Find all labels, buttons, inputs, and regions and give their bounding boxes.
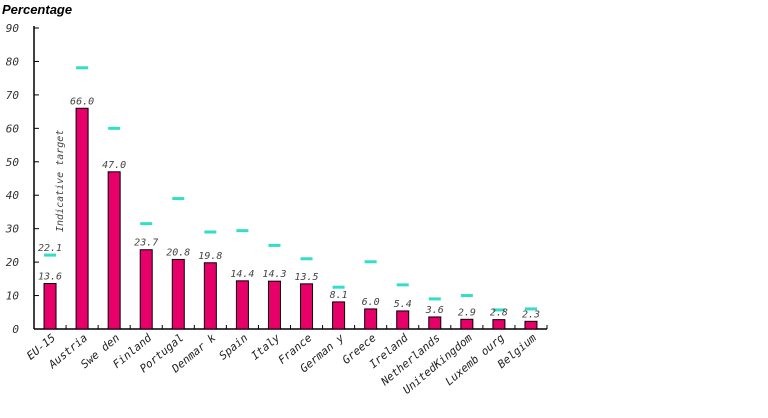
bar-netherlands xyxy=(428,316,442,330)
bar-greece xyxy=(364,308,378,330)
bar-sweden xyxy=(107,171,121,330)
value-label: 20.8 xyxy=(166,247,190,258)
bar-spain xyxy=(235,280,249,330)
value-label: 2.3 xyxy=(522,309,540,320)
target-value-label: 22.1 xyxy=(38,243,62,254)
bar-france xyxy=(300,283,314,330)
value-label: 2.9 xyxy=(458,307,476,318)
value-label: 5.4 xyxy=(394,299,412,310)
y-tick-label: 40 xyxy=(6,189,20,202)
value-label: 13.5 xyxy=(294,272,318,283)
x-tick-label: Spain xyxy=(217,331,251,362)
value-label: 3.6 xyxy=(425,305,444,316)
bar-unitedkingdom xyxy=(460,318,474,330)
value-label: 66.0 xyxy=(70,96,94,107)
bar-austria xyxy=(75,107,89,330)
value-label: 19.8 xyxy=(198,251,222,262)
bar-portugal xyxy=(171,258,185,330)
value-label: 6.0 xyxy=(362,297,380,308)
value-label: 8.1 xyxy=(330,290,348,301)
y-tick-label: 50 xyxy=(6,156,20,169)
value-label: 23.7 xyxy=(134,238,158,249)
y-tick-label: 60 xyxy=(6,122,20,135)
target-markers xyxy=(44,66,537,312)
bars xyxy=(43,107,538,330)
y-tick-label: 20 xyxy=(6,256,20,269)
y-tick-label: 10 xyxy=(6,290,20,303)
y-tick-label: 0 xyxy=(12,323,19,336)
y-tick-label: 70 xyxy=(6,89,20,102)
bar-denmark xyxy=(203,262,217,330)
bar-belgium xyxy=(524,320,538,330)
y-tick-label: 80 xyxy=(6,55,20,68)
value-label: 14.3 xyxy=(262,269,286,280)
y-axis-title: Percentage xyxy=(2,2,72,17)
y-tick-label: 90 xyxy=(6,22,20,35)
value-label: 47.0 xyxy=(102,160,126,171)
bar-italy xyxy=(267,280,281,330)
value-label: 2.8 xyxy=(490,308,508,319)
labels: 13.6 66.0 47.0 23.7 20.8 19.8 14.4 14.3 13.5 8.1 6… xyxy=(24,96,540,396)
annotation-indicative-target: Indicative target xyxy=(55,130,66,232)
value-label: 13.6 xyxy=(38,272,62,283)
bar-eu-15 xyxy=(43,283,57,330)
value-label: 14.4 xyxy=(230,269,254,280)
y-tick-label: 30 xyxy=(5,223,20,236)
bar-finland xyxy=(139,249,153,330)
bar-germany xyxy=(332,301,346,330)
bar-ireland xyxy=(396,310,410,330)
bar-luxembourg xyxy=(492,319,506,330)
